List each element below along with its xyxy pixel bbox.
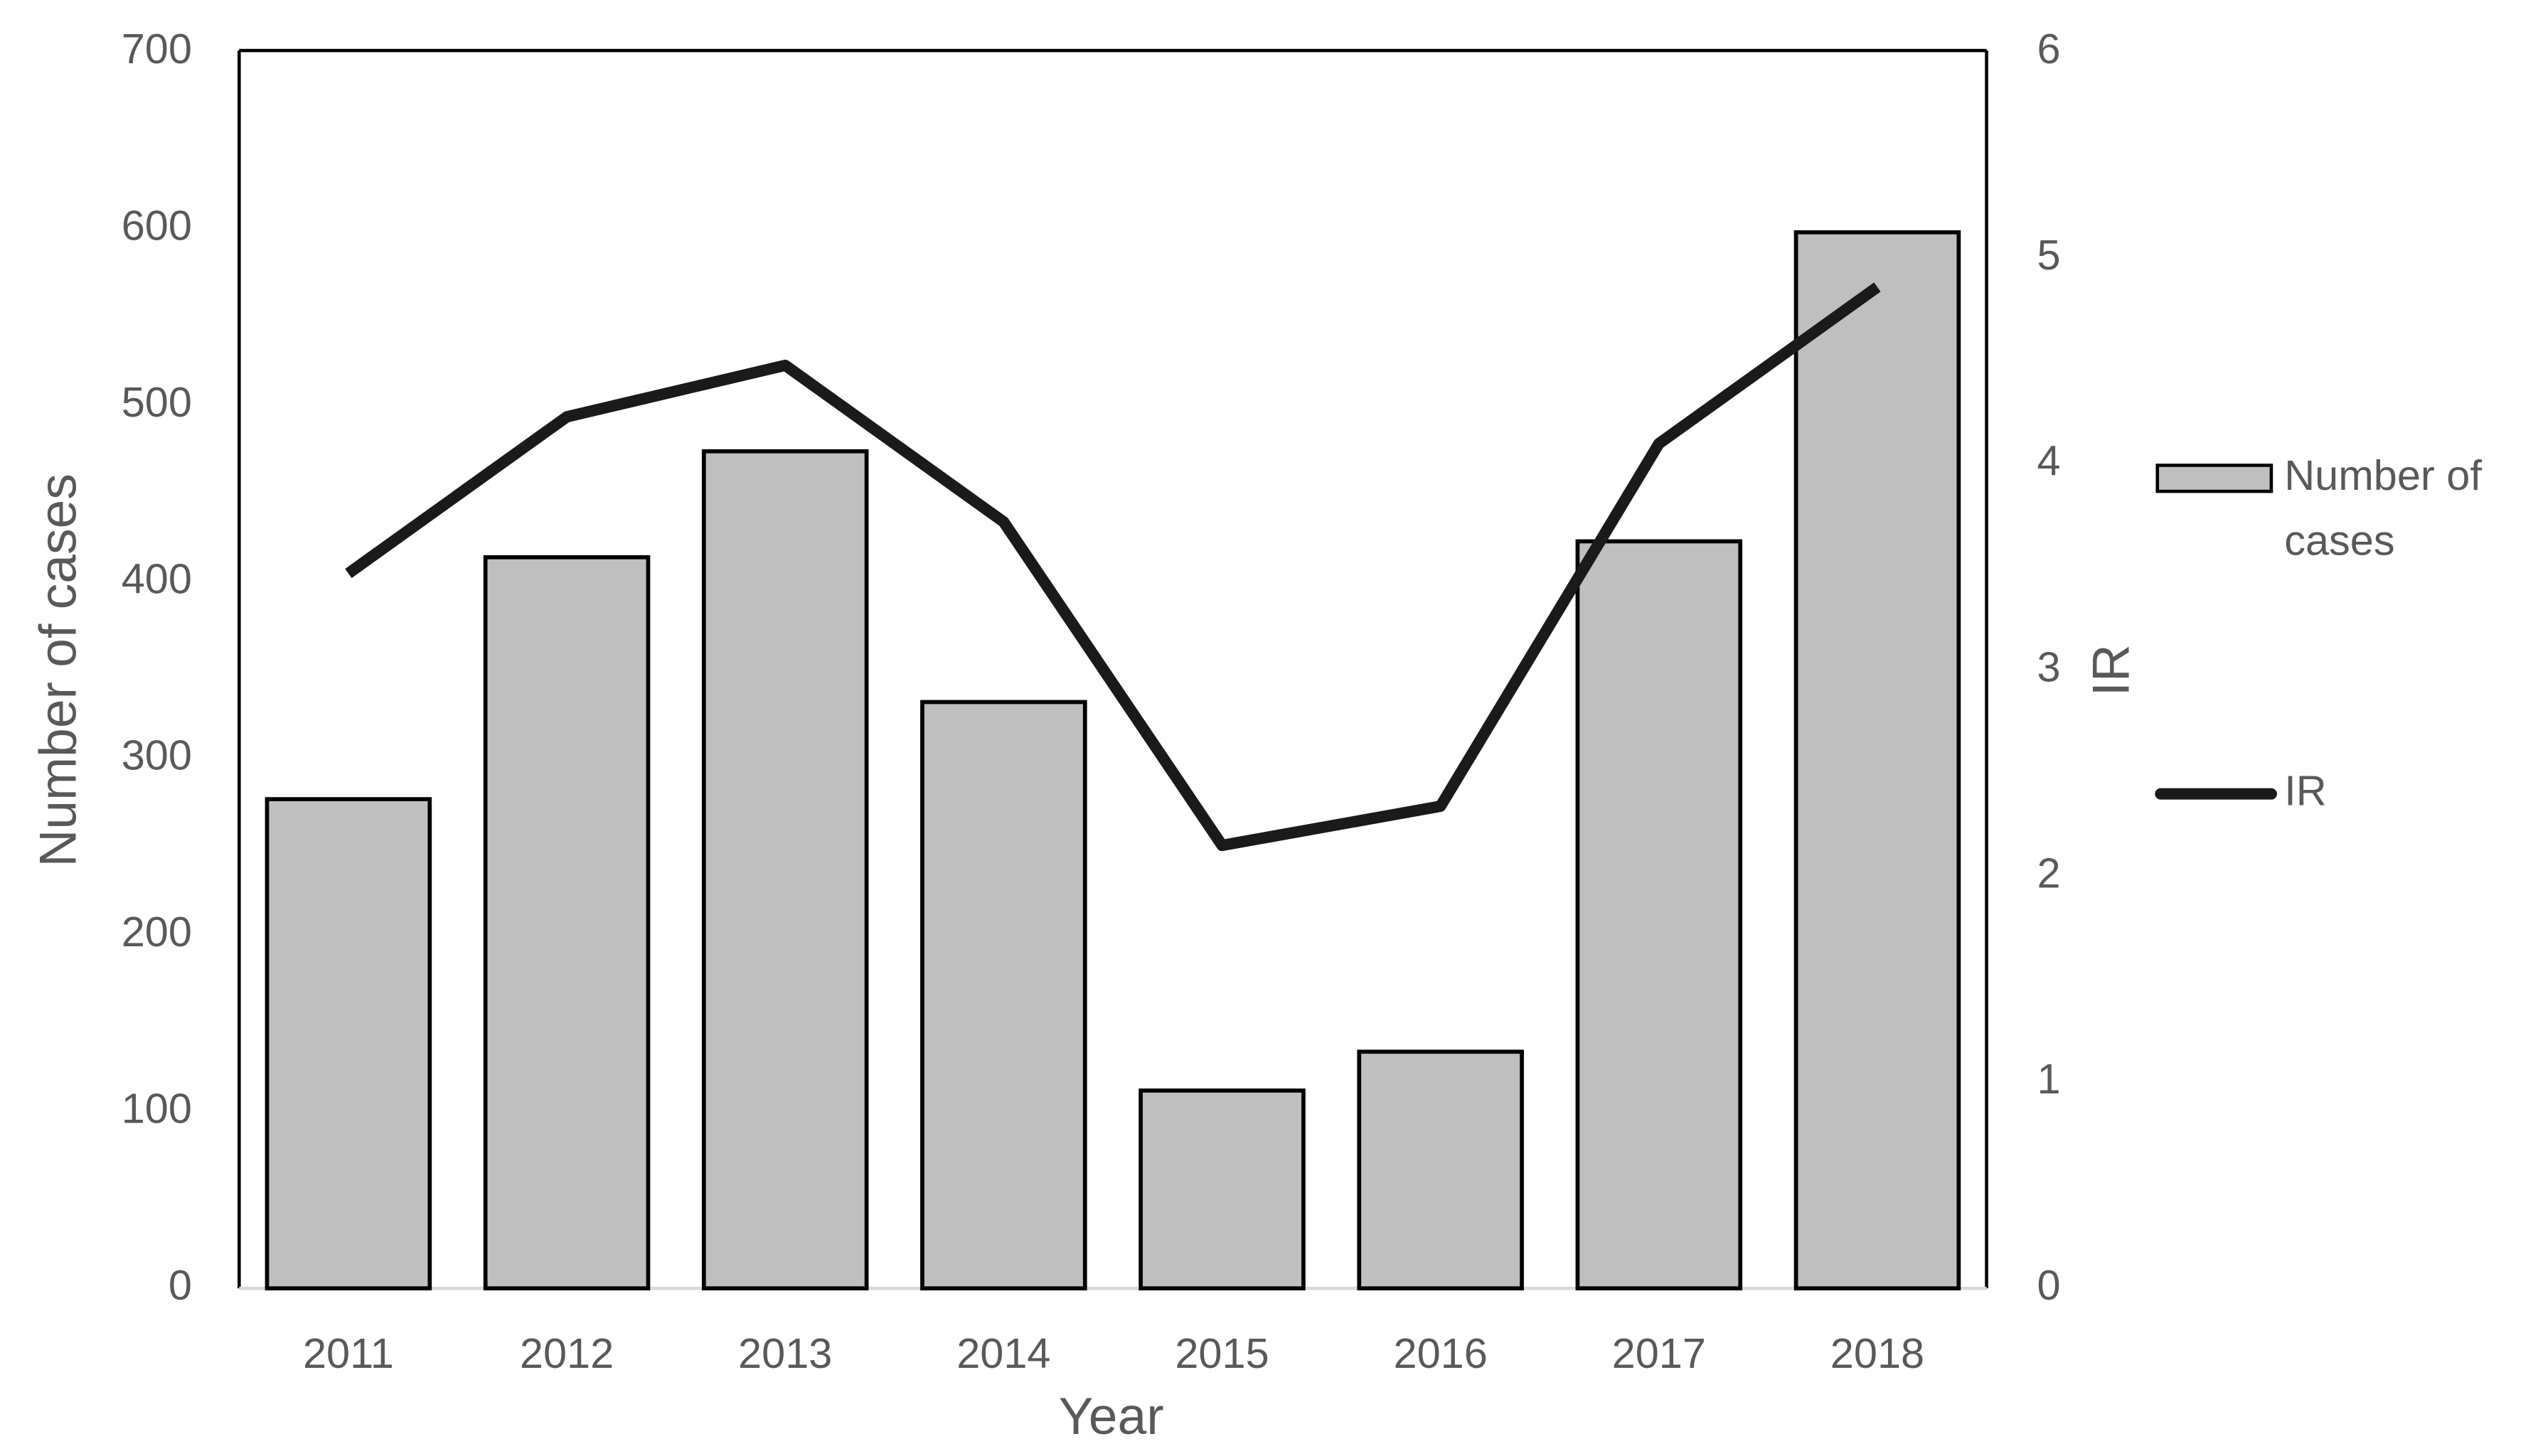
line xyxy=(345,282,1881,852)
y2-axis-title: IR xyxy=(2082,644,2141,696)
x-tick-label: 2018 xyxy=(1830,1329,1924,1377)
bar xyxy=(483,555,651,1291)
y-tick-label: 300 xyxy=(122,732,192,779)
y-tick-label: 500 xyxy=(122,378,192,426)
x-tick-label: 2014 xyxy=(956,1329,1050,1377)
bar xyxy=(701,449,869,1291)
legend-label-line: Number of xyxy=(2284,451,2493,499)
x-tick-label: 2013 xyxy=(738,1329,832,1377)
x-tick-label: 2012 xyxy=(520,1329,614,1377)
bar xyxy=(920,700,1087,1291)
x-tick-label: 2011 xyxy=(303,1329,394,1377)
legend-label: IR xyxy=(2284,766,2326,814)
y-axis-title: Number of cases xyxy=(28,473,87,867)
y-tick-label: 0 xyxy=(169,1261,192,1309)
x-axis-title: Year xyxy=(1059,1387,1164,1445)
y2-tick-label: 5 xyxy=(2037,231,2060,279)
y-tick-label: 200 xyxy=(122,908,192,956)
x-tick-label: 2015 xyxy=(1175,1329,1269,1377)
bar xyxy=(1793,230,1961,1291)
legend-label-line: cases xyxy=(2284,516,2394,564)
legend-label: Number of cases xyxy=(2284,451,2493,564)
y2-tick-label: 6 xyxy=(2037,25,2060,73)
x-tick-label: 2017 xyxy=(1612,1329,1706,1377)
y2-tick-label: 1 xyxy=(2037,1055,2060,1103)
x-tick-label: 2016 xyxy=(1394,1329,1488,1377)
bar xyxy=(1357,1049,1524,1291)
legend-swatch xyxy=(2155,464,2273,493)
y2-tick-label: 2 xyxy=(2037,849,2060,896)
y-tick-label: 700 xyxy=(122,25,192,73)
y2-tick-label: 4 xyxy=(2037,437,2060,485)
y-tick-label: 400 xyxy=(122,555,192,602)
y-tick-label: 600 xyxy=(122,201,192,249)
y2-tick-label: 3 xyxy=(2037,643,2060,690)
bar xyxy=(1139,1088,1306,1291)
y-tick-label: 100 xyxy=(122,1085,192,1133)
y2-tick-label: 0 xyxy=(2037,1261,2060,1309)
bar xyxy=(265,797,432,1291)
bar xyxy=(1575,539,1743,1291)
